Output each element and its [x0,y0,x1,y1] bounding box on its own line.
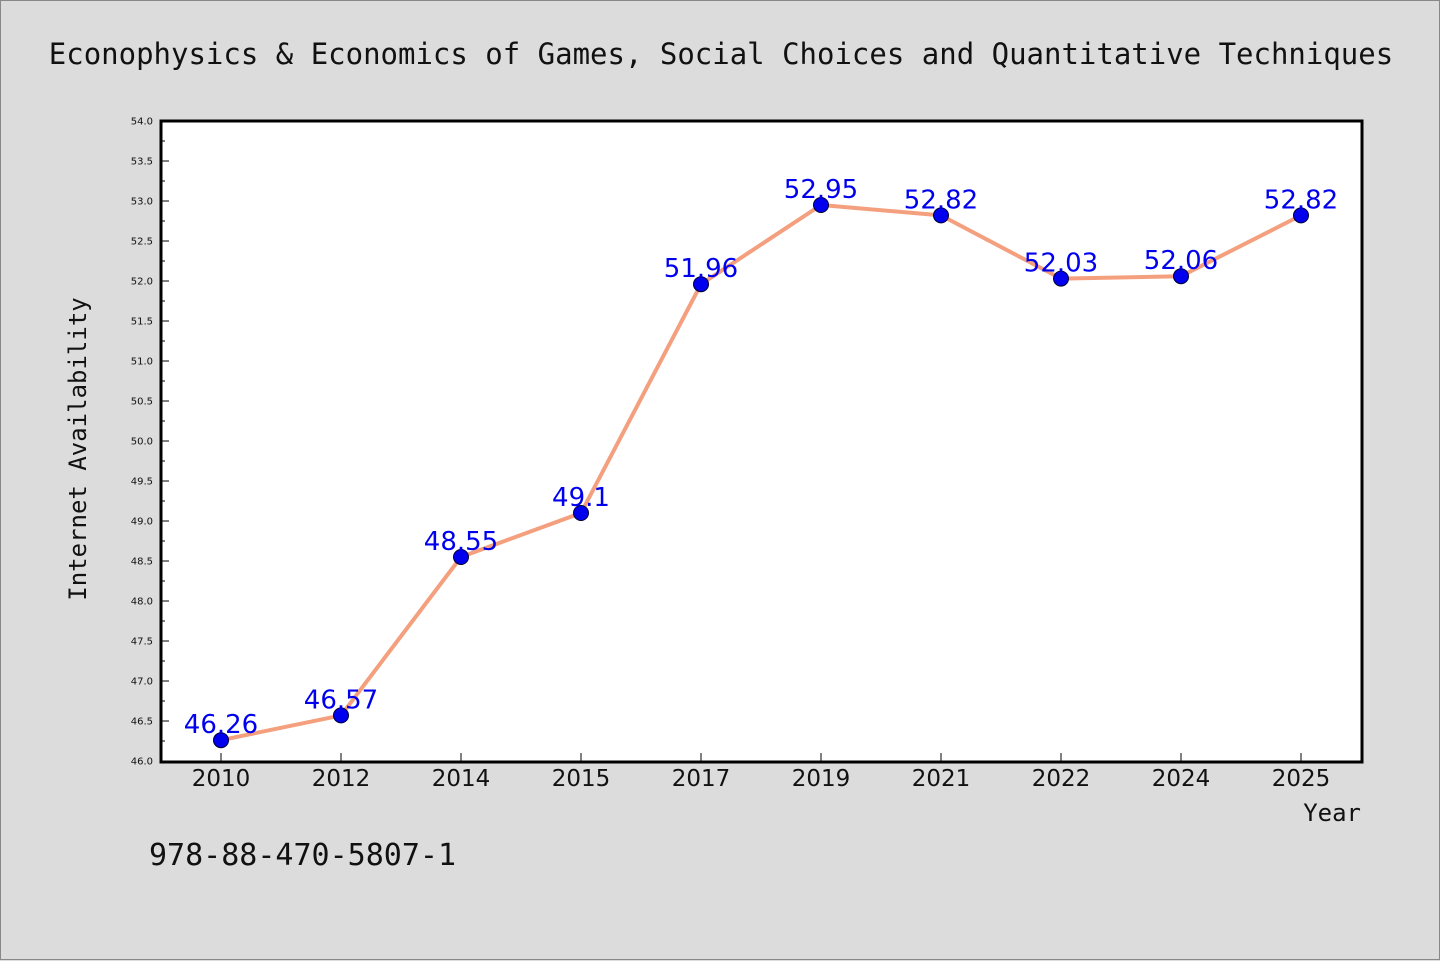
data-label: 52.82 [904,185,978,215]
data-markers [213,197,1309,749]
y-tick-label: 48.5 [131,557,153,568]
y-tick-label: 49.0 [131,517,153,528]
x-tick-label: 2021 [912,766,971,792]
x-tick-label: 2017 [672,766,731,792]
chart-title: Econophysics & Economics of Games, Socia… [49,37,1393,71]
data-point [213,732,229,749]
data-point [453,549,469,565]
data-point [693,276,709,293]
y-tick-label: 52.0 [131,277,153,288]
x-tick-label: 2015 [552,766,611,792]
plot-area [159,119,1364,764]
y-tick-label: 46.0 [131,757,153,768]
x-tick-label: 2025 [1272,766,1331,792]
y-tick-label: 47.5 [131,637,153,648]
data-point [933,207,949,224]
x-tick-label: 2012 [312,766,371,792]
x-tick-label: 2024 [1152,766,1211,792]
y-tick-label: 50.0 [131,437,153,448]
y-tick-label: 49.5 [131,477,153,488]
data-label: 52.95 [784,175,858,205]
series-line-group [219,203,1303,743]
isbn-text: 978-88-470-5807-1 [149,838,456,873]
data-point [1173,268,1189,285]
y-axis: 46.0 46.5 47.0 47.5 48.0 48.5 49.0 49.5 50.0 50.5… [131,117,169,768]
x-tick-label: 2014 [432,766,491,792]
data-point [573,505,589,521]
x-axis: 2010 2012 2014 2015 2017 2019 2021 2022 2024 2025 [192,753,1331,792]
y-tick-label: 50.5 [131,397,153,408]
x-tick-label: 2022 [1032,766,1091,792]
data-point [333,707,349,724]
data-label: 46.57 [304,685,378,715]
data-label: 49.1 [552,483,610,513]
y-tick-label: 47.0 [131,677,153,688]
y-tick-label: 46.5 [131,717,153,728]
y-tick-label: 48.0 [131,597,153,608]
data-label: 46.26 [184,710,258,740]
y-tick-label: 53.5 [131,157,153,168]
data-label: 52.03 [1024,249,1098,279]
series-line [219,203,1303,743]
data-point [1293,207,1309,224]
x-axis-label: Year [1303,799,1361,827]
data-label: 48.55 [424,527,498,557]
data-point [813,197,829,213]
y-tick-label: 51.5 [131,317,153,328]
y-tick-label: 51.0 [131,357,153,368]
y-axis-label: Internet Availability [64,297,92,600]
y-tick-label: 54.0 [131,117,153,128]
y-tick-label: 53.0 [131,197,153,208]
x-tick-label: 2010 [192,766,251,792]
y-tick-label: 52.5 [131,237,153,248]
data-label: 51.96 [664,254,738,284]
data-labels: 46.26 46.57 48.55 49.1 51.96 52.95 52.82 52.03 5… [184,175,1338,740]
data-label: 52.82 [1264,185,1338,215]
data-label: 52.06 [1144,246,1218,276]
x-tick-label: 2019 [792,766,851,792]
data-point [1053,270,1069,287]
